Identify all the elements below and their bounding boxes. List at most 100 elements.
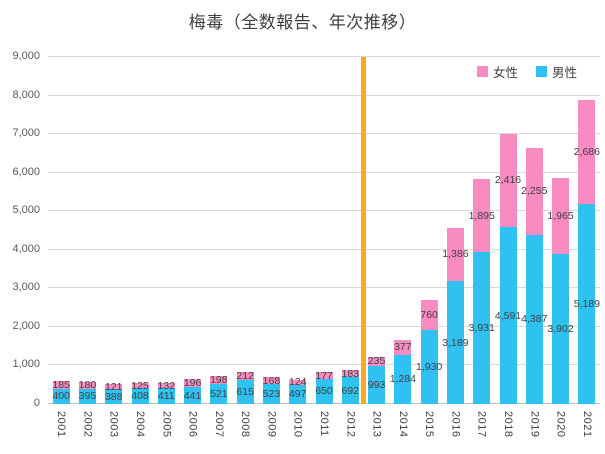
bar-group-2001: 400 185: [52, 57, 70, 404]
y-axis-tick-label: 2,000: [12, 319, 40, 332]
x-axis-tick-label: 2021: [580, 411, 593, 438]
bar-group-2004: 408 125: [131, 57, 149, 404]
chart-title: 梅毒（全数報告、年次推移）: [188, 13, 417, 32]
bar-segment-女性: [578, 100, 596, 204]
x-axis-tick-label: 2009: [265, 411, 278, 438]
data-label-女性: 198: [210, 374, 228, 387]
legend-item-男性: 男性: [535, 62, 577, 81]
bar-segment-女性: [552, 177, 570, 254]
bar-segment-女性: [499, 133, 517, 227]
bar-group-2015: 1,930 760: [416, 57, 442, 404]
data-label-女性: 760: [420, 308, 438, 321]
gridline: [48, 56, 600, 57]
data-label-男性: 3,189: [442, 336, 469, 349]
bar-group-2003: 388 121: [105, 57, 122, 404]
bar-segment-男性: [473, 252, 491, 404]
data-label-男性: 521: [210, 387, 228, 400]
y-axis-tick-label: 7,000: [12, 127, 40, 140]
x-axis-tick-label: 2012: [344, 411, 357, 438]
bar-group-2020: 3,902 1,965: [547, 57, 574, 404]
x-axis-tick-label: 2016: [449, 411, 462, 438]
data-label-男性: 400: [52, 390, 70, 403]
x-axis-tick-label: 2010: [291, 411, 304, 438]
legend-label: 男性: [551, 66, 577, 80]
x-axis-tick-label: 2018: [502, 411, 514, 438]
bar-segment-女性: [210, 376, 228, 384]
legend-label: 女性: [492, 66, 518, 80]
data-label-女性: 183: [341, 367, 360, 380]
legend: 女性 男性: [476, 62, 577, 81]
bar-segment-男性: [78, 388, 96, 404]
bar-segment-男性: [341, 377, 359, 404]
bar-segment-男性: [184, 387, 202, 404]
bar-group-2010: 497 124: [289, 57, 306, 404]
y-axis-tick-label: 9,000: [12, 50, 40, 62]
x-axis-tick-label: 2002: [81, 411, 94, 438]
bar-group-2019: 4,387 2,255: [521, 57, 547, 404]
data-label-男性: 4,591: [494, 309, 522, 322]
bar-group-2011: 650 177: [315, 57, 333, 404]
gridline: [48, 94, 600, 96]
x-axis-tick-label: 2019: [528, 411, 541, 438]
bar-segment-女性: [78, 381, 96, 389]
data-label-男性: 411: [157, 390, 175, 403]
bar-segment-女性: [525, 147, 543, 235]
y-axis-tick-label: 8,000: [12, 88, 40, 101]
bar-segment-女性: [184, 379, 202, 387]
gridline: [48, 133, 600, 135]
data-label-女性: 125: [131, 379, 149, 392]
bar-segment-女性: [52, 381, 70, 389]
bar-group-2016: 3,189 1,386: [442, 57, 469, 404]
bar-group-2021: 5,189 2,686: [574, 57, 600, 404]
data-label-男性: 388: [104, 390, 123, 403]
x-axis-tick-label: 2015: [423, 411, 436, 438]
gridline: [48, 248, 600, 250]
x-axis-tick-label: 2006: [186, 411, 199, 438]
x-axis-tick-label: 2011: [318, 411, 330, 437]
bar-segment-男性: [420, 329, 438, 404]
bar-segment-男性: [236, 380, 254, 404]
bar-segment-女性: [131, 383, 149, 389]
data-label-女性: 168: [262, 374, 281, 387]
bar-segment-男性: [394, 354, 412, 404]
data-label-女性: 121: [104, 380, 123, 393]
legend-item-女性: 女性: [476, 62, 518, 81]
data-label-女性: 1,965: [547, 209, 574, 222]
bar-segment-男性: [131, 388, 149, 404]
data-label-女性: 212: [236, 370, 254, 383]
gridline: [48, 287, 600, 289]
bar-segment-男性: [262, 383, 280, 404]
x-axis-tick-labels: 2001 2002 2003 2004 2005 2006 2007 2008 2009 2010…: [48, 409, 600, 453]
bar-segment-女性: [289, 380, 307, 385]
bar-segment-男性: [105, 389, 123, 404]
data-label-男性: 615: [236, 386, 254, 399]
bar-segment-男性: [315, 378, 333, 404]
x-axis-tick-label: 2003: [107, 411, 120, 438]
data-label-女性: 1,895: [468, 209, 495, 222]
x-axis-tick-label: 2014: [396, 411, 409, 438]
bar-segment-女性: [105, 384, 123, 390]
data-label-男性: 395: [78, 390, 97, 403]
data-label-女性: 2,416: [494, 174, 522, 187]
data-label-男性: 4,387: [521, 313, 548, 326]
annotation-vline: [360, 57, 366, 404]
y-axis-tick-label: 5,000: [12, 204, 40, 217]
data-label-女性: 377: [394, 341, 412, 354]
data-label-男性: 497: [288, 388, 307, 401]
data-label-女性: 177: [315, 369, 333, 382]
gridline: [48, 325, 600, 327]
bar-segment-女性: [157, 383, 175, 389]
bar-segment-女性: [262, 377, 280, 384]
x-axis-tick-label: 2005: [160, 411, 173, 438]
x-axis-tick-label: 2020: [554, 411, 567, 438]
bar-segment-女性: [473, 179, 491, 253]
x-axis-tick-label: 2007: [212, 411, 225, 438]
data-label-男性: 523: [262, 387, 281, 400]
y-axis-tick-label: 0: [33, 397, 40, 409]
bar-segment-女性: [446, 227, 464, 282]
y-axis-tick-label: 3,000: [12, 281, 40, 294]
bar-segment-男性: [289, 384, 307, 404]
data-label-男性: 1,284: [389, 373, 416, 386]
data-label-男性: 3,902: [547, 322, 574, 335]
bar-group-2006: 441 196: [184, 57, 201, 404]
